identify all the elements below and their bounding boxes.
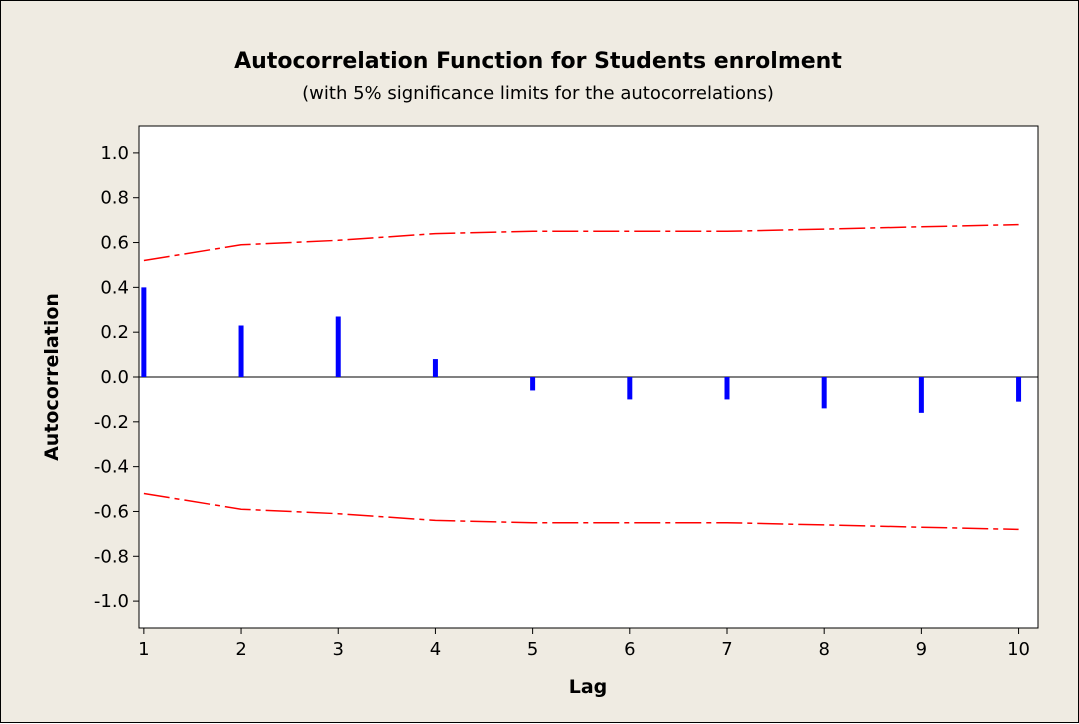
x-tick-label: 5 [527, 639, 538, 660]
y-tick-label: 0.0 [100, 367, 129, 388]
x-tick-label: 6 [624, 639, 635, 660]
x-axis-label: Lag [569, 676, 608, 698]
chart-subtitle: (with 5% significance limits for the aut… [302, 83, 774, 104]
x-tick-label: 7 [721, 639, 732, 660]
y-tick-label: 0.4 [100, 277, 129, 298]
x-tick-label: 1 [138, 639, 149, 660]
x-tick-label: 2 [235, 639, 246, 660]
y-tick-label: -0.2 [94, 412, 129, 433]
x-tick-label: 4 [430, 639, 441, 660]
lower-significance-limit [143, 492, 1019, 531]
upper-significance-limit [143, 223, 1019, 262]
chart-marks: 1.0 0.8 0.6 0.4 0.2 0.0 -0.2 -0.4 -0.6 -0.8 -1.0 1 2… [94, 143, 1038, 660]
y-tick-label: 0.2 [100, 322, 129, 343]
x-tick-label: 8 [818, 639, 829, 660]
x-tick-label: 10 [1007, 639, 1030, 660]
y-tick-label: 1.0 [100, 143, 129, 164]
y-tick-label: 0.8 [100, 188, 129, 209]
y-tick-label: -0.4 [94, 457, 129, 478]
chart-title: Autocorrelation Function for Students en… [234, 49, 842, 74]
y-tick-label: 0.6 [100, 233, 129, 254]
y-tick-label: -0.6 [94, 501, 129, 522]
y-axis-label: Autocorrelation [41, 293, 63, 461]
y-tick-label: -1.0 [94, 591, 129, 612]
x-tick-label: 3 [333, 639, 344, 660]
y-tick-label: -0.8 [94, 546, 129, 567]
x-tick-label: 9 [916, 639, 927, 660]
